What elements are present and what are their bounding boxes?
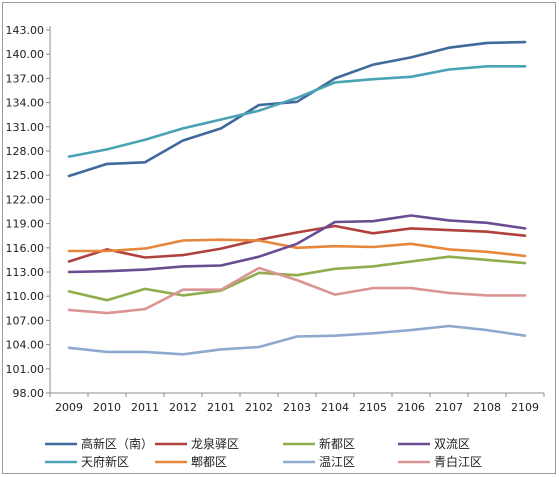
x-tick-label: 2011 <box>131 401 159 414</box>
legend-item: 青白江区 <box>398 454 482 469</box>
legend-label: 郫都区 <box>191 454 227 469</box>
series-lines <box>67 40 527 356</box>
y-tick-label: 104.00 <box>6 339 45 352</box>
y-axis-tick-labels: 98.00 101.00 104.00 107.00 110.00 113.00 116.0… <box>6 24 45 400</box>
y-tick-label: 125.00 <box>6 169 45 182</box>
y-tick-label: 134.00 <box>6 97 45 110</box>
x-tick-label: 2009 <box>55 401 83 414</box>
legend-item: 温江区 <box>283 455 355 469</box>
legend-label: 高新区（南） <box>81 436 153 451</box>
y-tick-label: 140.00 <box>6 48 45 61</box>
x-tick-label: 2106 <box>397 401 425 414</box>
axes <box>46 26 545 397</box>
x-axis-tick-labels: 2009 2010 2011 2012 2101 2102 2103 2104 2105 2106… <box>55 401 539 414</box>
y-tick-label: 110.00 <box>6 290 45 303</box>
legend-item: 双流区 <box>398 437 470 451</box>
series-line-3 <box>67 238 527 258</box>
series-line-5 <box>67 324 527 356</box>
series-line-6 <box>67 214 527 274</box>
y-tick-label: 119.00 <box>6 218 45 231</box>
y-tick-label: 143.00 <box>6 24 45 37</box>
x-tick-label: 2010 <box>93 401 121 414</box>
x-tick-label: 2105 <box>359 401 387 414</box>
y-tick-label: 131.00 <box>6 121 45 134</box>
legend-label: 龙泉驿区 <box>191 437 239 451</box>
legend-label: 新都区 <box>319 436 355 451</box>
legend-label: 青白江区 <box>434 454 482 469</box>
series-line-4 <box>67 255 527 302</box>
series-line-7 <box>67 266 527 315</box>
y-tick-label: 137.00 <box>6 72 45 85</box>
x-tick-label: 2103 <box>283 401 311 414</box>
x-tick-label: 2109 <box>511 401 539 414</box>
y-tick-label: 128.00 <box>6 145 45 158</box>
legend-item: 新都区 <box>283 436 355 451</box>
series-line-2 <box>67 224 527 263</box>
legend-item: 龙泉驿区 <box>155 437 239 451</box>
series-line-1 <box>67 64 527 158</box>
x-tick-label: 2101 <box>207 401 235 414</box>
y-tick-label: 98.00 <box>13 387 45 400</box>
line-chart: 98.00 101.00 104.00 107.00 110.00 113.00 116.0… <box>6 24 545 469</box>
y-tick-label: 116.00 <box>6 242 45 255</box>
legend-item: 天府新区 <box>45 454 129 469</box>
series-line-0 <box>67 40 527 178</box>
x-tick-label: 2102 <box>245 401 273 414</box>
x-tick-label: 2104 <box>321 401 349 414</box>
x-tick-label: 2107 <box>435 401 463 414</box>
legend-label: 天府新区 <box>81 454 129 469</box>
x-tick-label: 2108 <box>473 401 501 414</box>
y-tick-label: 107.00 <box>6 314 45 327</box>
y-tick-label: 122.00 <box>6 193 45 206</box>
x-tick-label: 2012 <box>169 401 197 414</box>
legend-item: 高新区（南） <box>45 436 153 451</box>
legend-label: 双流区 <box>434 437 470 451</box>
legend-label: 温江区 <box>319 455 355 469</box>
legend-item: 郫都区 <box>155 454 227 469</box>
y-tick-label: 101.00 <box>6 363 45 376</box>
y-tick-label: 113.00 <box>6 266 45 279</box>
